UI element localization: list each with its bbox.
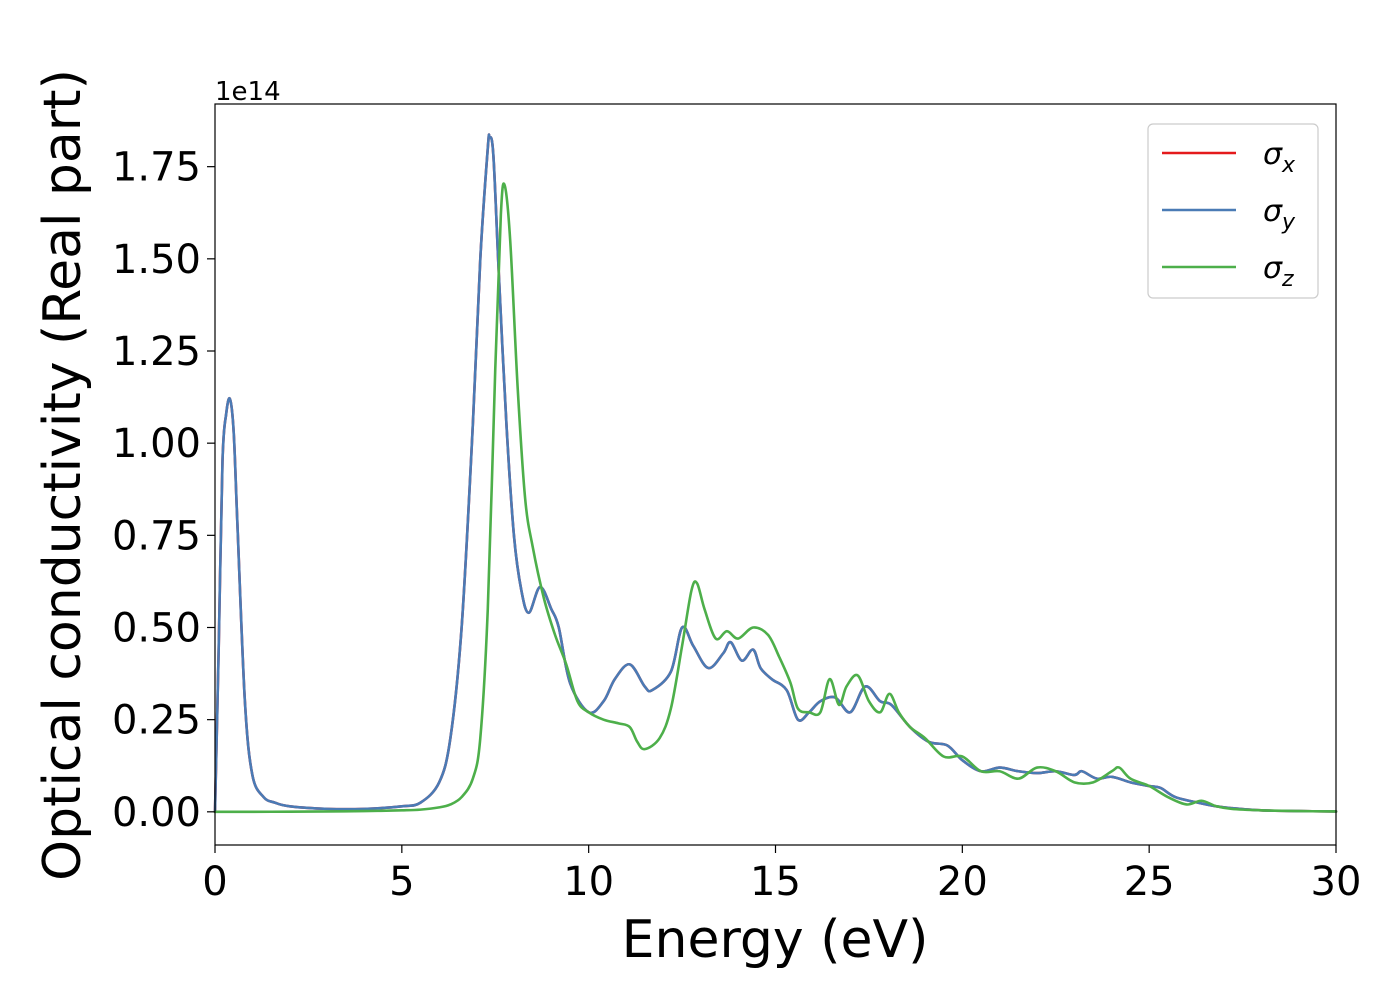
- y-tick-label: 1.75: [112, 145, 201, 191]
- legend-symbol: σ: [1263, 251, 1283, 286]
- y-axis: 0.00 0.25 0.50 0.75 1.00 1.25 1.50 1.75: [112, 145, 215, 836]
- y-offset-label: 1e14: [215, 77, 281, 107]
- legend-subscript: y: [1281, 210, 1296, 235]
- x-axis-title: Energy (eV): [622, 910, 929, 970]
- y-tick-label: 1.50: [112, 237, 201, 283]
- x-tick-label: 15: [750, 859, 801, 905]
- x-axis: 0 5 10 15 20 25 30: [202, 845, 1361, 905]
- y-tick-label: 0.00: [112, 790, 201, 836]
- legend-label-sigma-y: σy: [1263, 194, 1296, 235]
- y-tick-label: 0.25: [112, 698, 201, 744]
- legend-subscript: z: [1281, 267, 1294, 292]
- legend-label-sigma-z: σz: [1263, 251, 1294, 292]
- x-tick-label: 10: [563, 859, 614, 905]
- legend-subscript: x: [1281, 153, 1296, 178]
- series-line-sigma-z: [213, 182, 1338, 814]
- x-tick-label: 0: [202, 859, 227, 905]
- y-tick-label: 1.00: [112, 421, 201, 467]
- x-tick-label: 30: [1311, 859, 1362, 905]
- y-axis-title: Optical conductivity (Real part): [33, 69, 93, 881]
- y-tick-label: 1.25: [112, 329, 201, 375]
- legend-symbol: σ: [1263, 137, 1283, 172]
- y-tick-label: 0.75: [112, 513, 201, 559]
- y-tick-label: 0.50: [112, 605, 201, 651]
- x-tick-label: 20: [937, 859, 988, 905]
- x-tick-label: 25: [1124, 859, 1175, 905]
- x-tick-label: 5: [389, 859, 414, 905]
- series-layer: [213, 133, 1338, 814]
- legend-label-sigma-x: σx: [1263, 137, 1296, 178]
- legend-symbol: σ: [1263, 194, 1283, 229]
